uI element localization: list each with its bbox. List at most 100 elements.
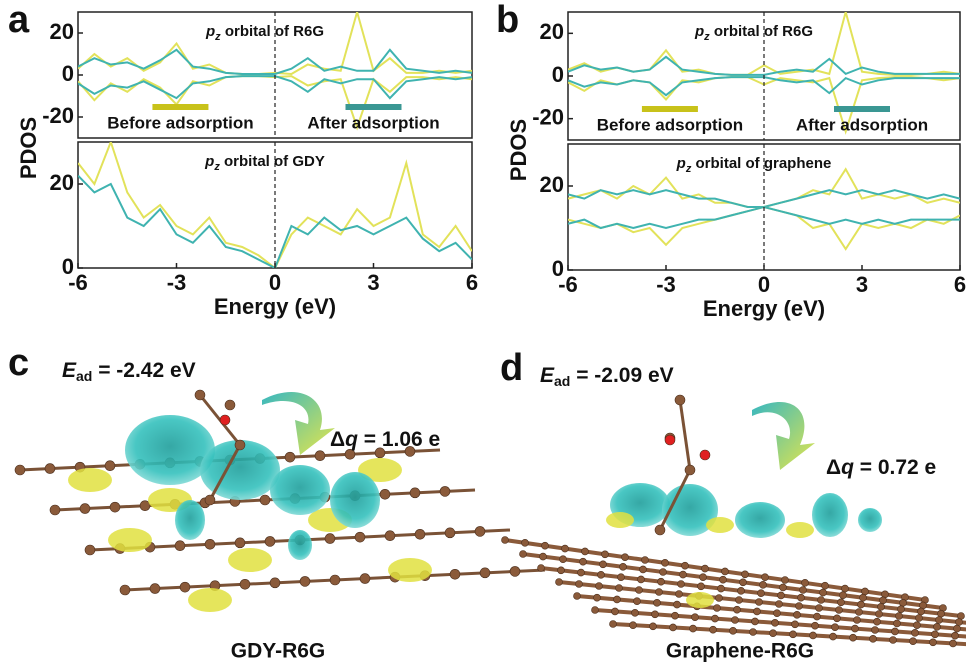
atom bbox=[538, 565, 545, 572]
delta-symbol: Δ bbox=[330, 428, 345, 451]
atom bbox=[630, 622, 637, 629]
atom bbox=[842, 585, 849, 592]
atom bbox=[678, 581, 685, 588]
legend-swatch bbox=[152, 104, 208, 110]
title-italic: p bbox=[204, 153, 214, 170]
atom bbox=[738, 587, 745, 594]
atom bbox=[205, 539, 215, 549]
caption: Graphene-R6G bbox=[666, 640, 814, 663]
atom bbox=[110, 502, 120, 512]
y-axis-label: PDOS bbox=[506, 119, 531, 181]
atom bbox=[712, 615, 719, 622]
atom bbox=[578, 569, 585, 576]
atom bbox=[732, 617, 739, 624]
atom bbox=[105, 461, 115, 471]
atom bbox=[954, 625, 961, 632]
legend-swatch bbox=[642, 106, 698, 112]
atom bbox=[836, 607, 843, 614]
panel-letter: d bbox=[500, 347, 523, 389]
atom bbox=[690, 625, 697, 632]
title-italic: p bbox=[676, 155, 686, 172]
atom bbox=[632, 609, 639, 616]
atom bbox=[896, 613, 903, 620]
atom bbox=[656, 589, 663, 596]
atom bbox=[602, 551, 609, 558]
atom bbox=[730, 627, 737, 634]
atom bbox=[794, 611, 801, 618]
atom bbox=[934, 623, 941, 630]
y-tick-label: 20 bbox=[540, 172, 564, 197]
atom bbox=[834, 615, 841, 622]
atom bbox=[956, 619, 963, 626]
legend-label: Before adsorption bbox=[107, 113, 253, 132]
atom bbox=[822, 582, 829, 589]
atom bbox=[614, 596, 621, 603]
y-tick-label: 0 bbox=[62, 61, 74, 86]
atom bbox=[894, 620, 901, 627]
atom bbox=[938, 610, 945, 617]
atom bbox=[582, 548, 589, 555]
atom bbox=[480, 568, 490, 578]
isosurface bbox=[686, 592, 714, 608]
isosurface bbox=[858, 508, 882, 532]
atom bbox=[892, 628, 899, 635]
atom bbox=[682, 562, 689, 569]
atom bbox=[782, 577, 789, 584]
atom bbox=[655, 525, 665, 535]
atom bbox=[880, 597, 887, 604]
atom bbox=[225, 400, 235, 410]
atom bbox=[574, 593, 581, 600]
legend-label: After adsorption bbox=[796, 115, 928, 134]
atom bbox=[756, 599, 763, 606]
x-tick-label: -6 bbox=[68, 270, 88, 295]
charge-value: = 0.72 e bbox=[854, 456, 936, 479]
atom bbox=[175, 541, 185, 551]
x-tick-label: 3 bbox=[856, 272, 868, 297]
pdos-subplot: 200-6-3036pz orbital of grapheneEnergy (… bbox=[540, 144, 966, 321]
structure-art bbox=[15, 390, 966, 652]
atom bbox=[610, 621, 617, 628]
atom bbox=[910, 638, 917, 645]
adsorption-energy: Ead = -2.09 eV bbox=[540, 364, 674, 389]
adsorption-energy: Ead = -2.42 eV bbox=[62, 359, 196, 384]
atom bbox=[440, 486, 450, 496]
atom bbox=[415, 529, 425, 539]
atom bbox=[150, 584, 160, 594]
atom bbox=[510, 566, 520, 576]
subplot-title: pz orbital of GDY bbox=[204, 153, 325, 173]
atom bbox=[638, 576, 645, 583]
atom bbox=[598, 571, 605, 578]
isosurface bbox=[228, 548, 272, 572]
isosurface bbox=[330, 472, 380, 528]
atom bbox=[854, 617, 861, 624]
title-text: orbital of R6G bbox=[221, 23, 324, 40]
x-tick-label: 6 bbox=[954, 272, 966, 297]
atom bbox=[360, 574, 370, 584]
energy-symbol: E bbox=[540, 364, 555, 387]
atom bbox=[642, 557, 649, 564]
y-tick-label: 20 bbox=[50, 19, 74, 44]
atom bbox=[205, 495, 215, 505]
atom bbox=[812, 622, 819, 629]
charge-value: = 1.06 e bbox=[358, 428, 440, 451]
atom bbox=[818, 597, 825, 604]
atom bbox=[195, 390, 205, 400]
atom bbox=[592, 607, 599, 614]
title-italic: p bbox=[694, 23, 704, 40]
atom bbox=[754, 608, 761, 615]
atom bbox=[716, 595, 723, 602]
atom bbox=[750, 629, 757, 636]
x-axis-label: Energy (eV) bbox=[703, 296, 825, 321]
atom bbox=[235, 440, 245, 450]
atom bbox=[858, 601, 865, 608]
legend-swatch bbox=[346, 104, 402, 110]
atom bbox=[952, 632, 959, 639]
y-tick-label: -20 bbox=[532, 104, 564, 129]
atom bbox=[790, 631, 797, 638]
subplot-title: pz orbital of graphene bbox=[676, 155, 832, 175]
atom bbox=[810, 632, 817, 639]
transfer-arrow bbox=[752, 402, 815, 470]
atom bbox=[658, 578, 665, 585]
transfer-arrow bbox=[262, 392, 335, 455]
atom bbox=[345, 449, 355, 459]
